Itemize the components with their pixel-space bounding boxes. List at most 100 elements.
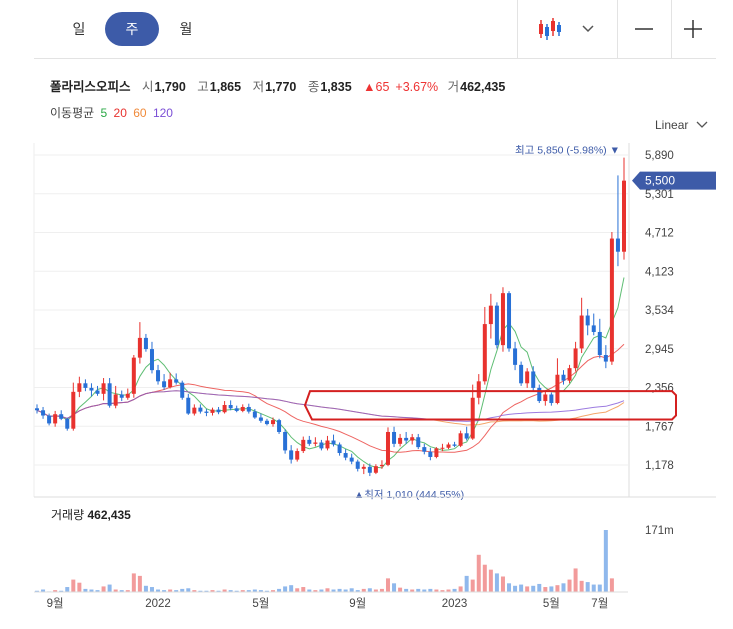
volume-bar bbox=[198, 590, 203, 592]
volume-bar bbox=[452, 588, 457, 592]
candle-body bbox=[355, 461, 360, 469]
moving-average-legend[interactable]: 이동평균 5 20 60 120 bbox=[50, 104, 173, 121]
volume-bar bbox=[446, 589, 451, 592]
candle-body bbox=[440, 447, 445, 449]
volume-bar bbox=[113, 589, 118, 592]
candle-body bbox=[228, 405, 233, 409]
volume-bar bbox=[325, 588, 330, 592]
candle-body bbox=[500, 293, 505, 346]
period-month-tab[interactable]: 월 bbox=[179, 21, 193, 37]
volume-bar bbox=[228, 590, 233, 592]
candle-body bbox=[531, 371, 536, 388]
volume-axis-label: 171m bbox=[645, 525, 674, 537]
candle-body bbox=[513, 348, 518, 365]
volume-bar bbox=[331, 589, 336, 592]
volume-bar bbox=[192, 590, 197, 592]
volume-bar bbox=[71, 579, 76, 592]
candle-body bbox=[113, 394, 118, 406]
volume-bar bbox=[355, 590, 360, 592]
volume-bar bbox=[313, 590, 318, 592]
volume-bar bbox=[349, 588, 354, 592]
candle bbox=[609, 231, 614, 365]
candle-body bbox=[367, 466, 372, 473]
candle bbox=[337, 442, 342, 456]
y-tick-label: 3,534 bbox=[645, 305, 674, 317]
x-tick-label: 2023 bbox=[442, 598, 468, 610]
volume-bar bbox=[174, 590, 179, 592]
candle bbox=[149, 341, 154, 374]
candle bbox=[452, 441, 457, 448]
candle-body bbox=[385, 431, 390, 465]
candle bbox=[446, 442, 451, 450]
candle-body bbox=[35, 408, 39, 411]
volume-bar bbox=[609, 578, 614, 592]
minus-icon[interactable] bbox=[631, 0, 657, 58]
y-tick-label: 5,890 bbox=[645, 150, 674, 162]
volume-bar bbox=[35, 590, 39, 592]
chart-annotations: 최고 5,850 (-5.98%) ▼ ▲최저 1,010 (444.55%) 5,… bbox=[303, 145, 716, 501]
candle bbox=[295, 448, 300, 462]
volume-bar bbox=[404, 588, 409, 592]
volume-bar bbox=[137, 575, 142, 592]
candle bbox=[434, 447, 439, 459]
candle-body bbox=[210, 409, 215, 413]
candle-body bbox=[53, 414, 58, 424]
period-day-tab[interactable]: 일 bbox=[72, 21, 86, 37]
candle-body bbox=[65, 418, 70, 429]
volume-bar bbox=[482, 564, 487, 592]
volume-bar bbox=[131, 573, 136, 592]
volume-bar bbox=[295, 588, 300, 592]
candle bbox=[622, 157, 626, 260]
candle-body bbox=[59, 414, 64, 419]
ma-20-label: 20 bbox=[113, 106, 127, 120]
candle-body bbox=[337, 444, 342, 454]
candle-body bbox=[488, 305, 493, 325]
candle bbox=[531, 366, 536, 392]
candle bbox=[349, 453, 354, 465]
candle bbox=[289, 445, 294, 464]
candle-body bbox=[549, 394, 554, 404]
volume-title-value: 462,435 bbox=[87, 508, 131, 522]
x-tick-label: 5월 bbox=[252, 597, 269, 610]
ma-120-label: 120 bbox=[152, 106, 173, 120]
candle-body bbox=[458, 433, 463, 446]
volume-bar bbox=[567, 579, 572, 592]
candlestick-icon[interactable] bbox=[529, 0, 569, 58]
current-price-tag bbox=[632, 171, 716, 190]
volume-bar bbox=[180, 588, 185, 592]
y-tick-label: 2,945 bbox=[645, 344, 674, 356]
volume-bar bbox=[525, 586, 530, 592]
candle bbox=[440, 443, 445, 452]
high-value: 1,865 bbox=[209, 80, 242, 94]
current-price-label: 5,500 bbox=[645, 174, 675, 188]
candle-body bbox=[264, 420, 269, 425]
candle-body bbox=[277, 420, 282, 432]
volume-bar bbox=[416, 588, 421, 592]
x-tick-label: 5월 bbox=[543, 597, 560, 610]
volume-bar bbox=[579, 580, 584, 592]
volume-bar bbox=[440, 590, 445, 592]
volume-bar bbox=[561, 583, 566, 592]
candle bbox=[500, 287, 505, 352]
candle-body bbox=[125, 393, 130, 398]
candle bbox=[71, 382, 76, 431]
plus-icon[interactable] bbox=[680, 0, 706, 58]
ma-60-label: 60 bbox=[133, 106, 147, 120]
quote-info: 폴라리스오피스 시1,790 고1,865 저1,770 종1,835 ▲65 +… bbox=[50, 76, 513, 95]
chevron-down-icon[interactable] bbox=[576, 0, 600, 58]
candle bbox=[264, 418, 269, 426]
candle-body bbox=[464, 433, 469, 439]
candle bbox=[519, 361, 524, 386]
scale-mode-dropdown[interactable]: Linear bbox=[655, 118, 708, 132]
candle-body bbox=[519, 364, 524, 384]
candle-body bbox=[507, 293, 512, 349]
candle bbox=[204, 408, 209, 417]
ma-5-line bbox=[36, 277, 625, 469]
volume-bar bbox=[246, 590, 251, 592]
candle bbox=[65, 417, 70, 431]
volume-bar bbox=[367, 588, 372, 592]
candle-body bbox=[525, 371, 530, 384]
close-value: 1,835 bbox=[320, 80, 352, 94]
period-week-tab[interactable]: 주 bbox=[105, 12, 159, 46]
